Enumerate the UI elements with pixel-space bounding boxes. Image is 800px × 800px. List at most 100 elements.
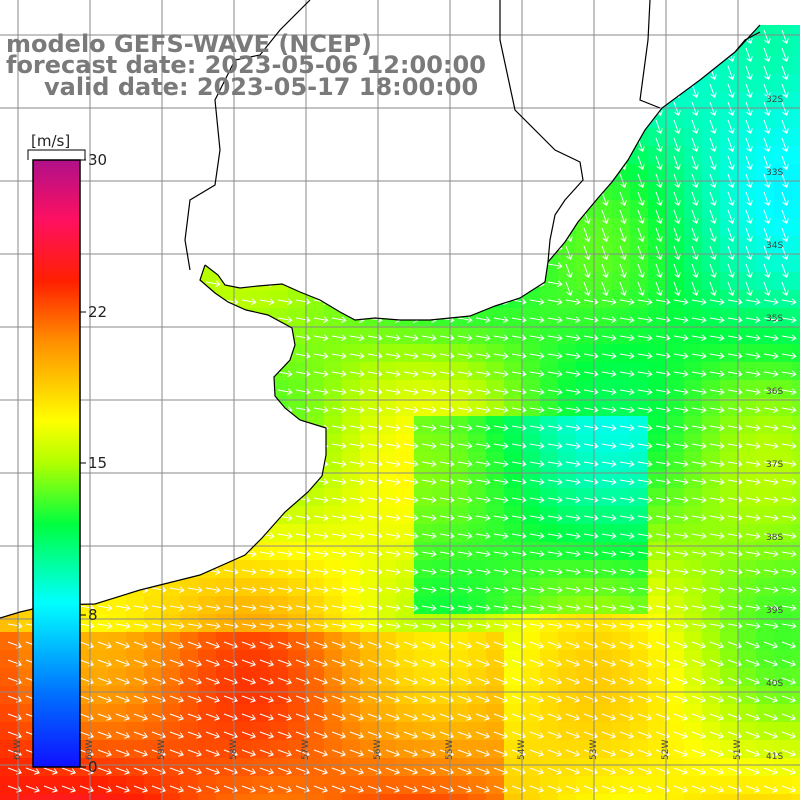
wind-cell	[684, 506, 703, 525]
wind-arrow	[313, 352, 329, 360]
wind-cell	[216, 686, 235, 705]
wind-cell	[450, 596, 469, 615]
wind-cell	[774, 38, 793, 57]
wind-cell	[774, 416, 793, 435]
wind-arrow	[511, 424, 527, 432]
wind-arrow	[781, 155, 789, 170]
wind-arrow	[25, 785, 40, 793]
wind-cell	[342, 524, 361, 543]
wind-arrow	[313, 695, 328, 703]
wind-cell	[738, 146, 757, 165]
wind-arrow	[205, 280, 221, 288]
wind-cell	[414, 632, 433, 651]
wind-arrow	[565, 622, 581, 630]
wind-cell	[702, 560, 721, 579]
wind-cell	[378, 668, 397, 687]
wind-cell	[576, 236, 595, 255]
wind-cell	[180, 596, 199, 615]
wind-cell	[612, 560, 631, 579]
wind-cell	[270, 578, 289, 597]
wind-arrow	[277, 677, 292, 685]
wind-cell	[162, 758, 181, 777]
wind-cell	[468, 560, 487, 579]
wind-cell	[432, 758, 451, 777]
wind-arrow	[547, 496, 563, 504]
wind-arrow	[565, 281, 573, 296]
wind-arrow	[745, 101, 753, 116]
wind-cell	[702, 236, 721, 255]
wind-cell	[738, 614, 757, 633]
wind-cell	[666, 524, 685, 543]
wind-cell	[162, 614, 181, 633]
wind-cell	[216, 578, 235, 597]
wind-arrow	[637, 749, 652, 757]
wind-arrow	[673, 101, 681, 116]
wind-arrow	[727, 622, 743, 630]
wind-cell	[594, 578, 613, 597]
wind-arrow	[457, 767, 472, 775]
wind-cell	[288, 794, 307, 800]
wind-arrow	[97, 677, 112, 685]
wind-cell	[468, 434, 487, 453]
wind-cell	[522, 596, 541, 615]
wind-cell	[414, 578, 433, 597]
wind-arrow	[781, 334, 797, 342]
wind-cell	[594, 380, 613, 399]
wind-arrow	[745, 155, 753, 170]
wind-cell	[594, 236, 613, 255]
wind-cell	[540, 686, 559, 705]
wind-cell	[738, 542, 757, 561]
wind-cell	[738, 254, 757, 273]
wind-cell	[720, 164, 739, 183]
wind-cell	[684, 650, 703, 669]
wind-cell	[558, 614, 577, 633]
wind-cell	[468, 776, 487, 795]
wind-arrow	[529, 568, 545, 576]
wind-cell	[702, 200, 721, 219]
wind-cell	[720, 74, 739, 93]
wind-cell	[756, 254, 775, 273]
wind-arrow	[709, 586, 725, 594]
wind-cell	[558, 740, 577, 759]
wind-cell	[504, 452, 523, 471]
wind-cell	[504, 794, 523, 800]
wind-arrow	[691, 298, 707, 306]
wind-cell	[630, 722, 649, 741]
wind-cell	[666, 650, 685, 669]
wind-arrow	[619, 263, 627, 278]
wind-arrow	[619, 442, 635, 450]
wind-cell	[666, 254, 685, 273]
wind-arrow	[763, 442, 779, 450]
wind-cell	[504, 776, 523, 795]
wind-cell	[432, 596, 451, 615]
wind-arrow	[475, 604, 491, 612]
wind-arrow	[187, 677, 202, 685]
wind-arrow	[439, 514, 455, 522]
wind-arrow	[547, 695, 562, 703]
wind-arrow	[331, 586, 347, 594]
wind-arrow	[133, 713, 148, 721]
wind-arrow	[565, 460, 581, 468]
wind-cell	[36, 776, 55, 795]
wind-arrow	[655, 281, 663, 296]
colorbar-unit-bracket	[27, 149, 86, 160]
wind-arrow	[763, 209, 771, 224]
wind-cell	[684, 434, 703, 453]
wind-arrow	[601, 550, 617, 558]
wind-cell	[612, 668, 631, 687]
wind-cell	[666, 578, 685, 597]
wind-cell	[792, 470, 800, 489]
wind-cell	[738, 128, 757, 147]
wind-arrow	[691, 209, 699, 224]
wind-arrow	[781, 731, 796, 739]
wind-cell	[522, 488, 541, 507]
wind-cell	[720, 182, 739, 201]
wind-arrow	[241, 677, 256, 685]
wind-cell	[558, 596, 577, 615]
wind-arrow	[439, 424, 455, 432]
wind-cell	[540, 308, 559, 327]
wind-cell	[720, 254, 739, 273]
wind-arrow	[259, 604, 275, 612]
wind-arrow	[727, 101, 735, 116]
wind-cell	[648, 254, 667, 273]
